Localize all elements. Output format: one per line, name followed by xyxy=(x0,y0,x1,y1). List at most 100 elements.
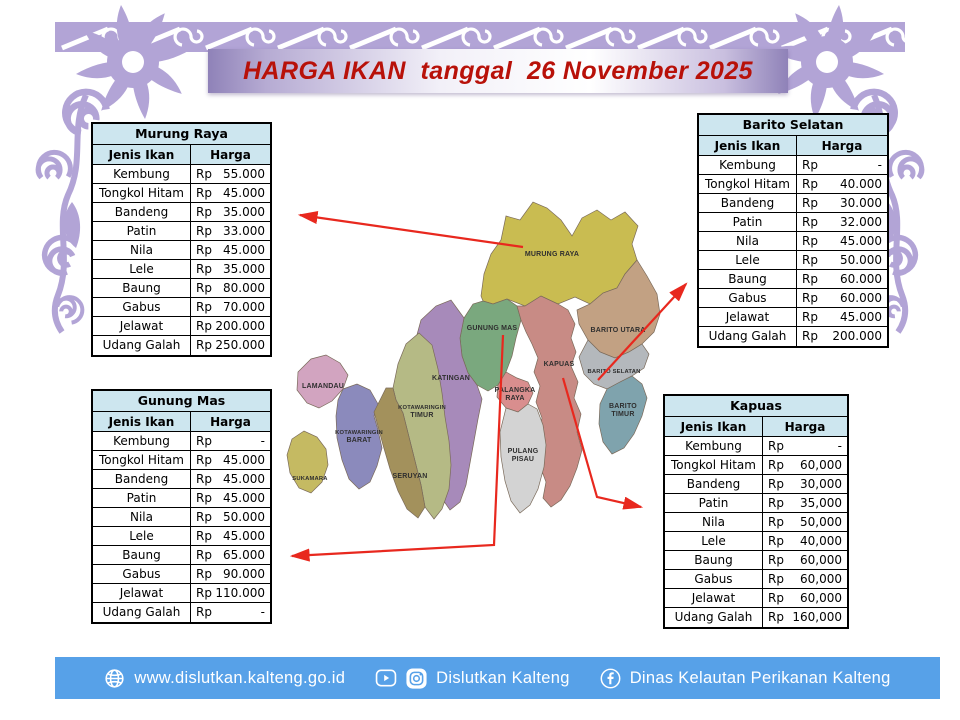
table-row: Baung Rp 60.000 xyxy=(699,270,887,289)
price-amount: 40.000 xyxy=(840,177,882,191)
region-label: BARITO UTARA xyxy=(590,327,645,334)
region-label: PULANG xyxy=(508,448,539,455)
fish-price: Rp 45.000 xyxy=(797,232,887,250)
table-row: Lele Rp 35.000 xyxy=(93,260,270,279)
fish-name: Gabus xyxy=(665,570,763,588)
price-amount: 110.000 xyxy=(215,586,265,600)
fish-name: Tongkol Hitam xyxy=(93,184,191,202)
kalteng-map: MURUNG RAYA GUNUNG MAS BARITO UTARA KAPU… xyxy=(286,201,661,520)
region-label: BARITO SELATAN xyxy=(587,369,640,375)
youtube-icon[interactable] xyxy=(375,669,397,687)
currency-label: Rp xyxy=(196,224,212,238)
price-amount: - xyxy=(260,434,265,448)
currency-label: Rp xyxy=(768,458,784,472)
fish-price: Rp 110.000 xyxy=(191,584,270,602)
table-row: Jelawat Rp 45.000 xyxy=(699,308,887,327)
currency-label: Rp xyxy=(196,338,212,352)
currency-label: Rp xyxy=(802,291,818,305)
region-sukamara xyxy=(286,430,329,494)
price-amount: - xyxy=(877,158,882,172)
price-amount: 50,000 xyxy=(800,515,842,529)
table-row: Bandeng Rp 30.000 xyxy=(699,194,887,213)
website-group[interactable]: www.dislutkan.kalteng.go.id xyxy=(104,668,345,689)
region-label: TIMUR xyxy=(611,411,634,418)
fish-price: Rp 45.000 xyxy=(191,470,270,488)
table-row: Patin Rp 35,000 xyxy=(665,494,847,513)
price-amount: 45.000 xyxy=(223,453,265,467)
table-header: Jenis Ikan Harga xyxy=(93,145,270,165)
price-amount: 40,000 xyxy=(800,534,842,548)
fish-price: Rp 250.000 xyxy=(191,336,270,355)
fish-price: Rp 200.000 xyxy=(797,327,887,346)
currency-label: Rp xyxy=(768,610,784,624)
table-row: Kembung Rp - xyxy=(93,432,270,451)
fish-name: Tongkol Hitam xyxy=(665,456,763,474)
table-row: Jelawat Rp 60,000 xyxy=(665,589,847,608)
globe-icon xyxy=(104,668,125,689)
fish-price: Rp 50.000 xyxy=(191,508,270,526)
column-header-price: Harga xyxy=(210,415,251,429)
table-row: Bandeng Rp 35.000 xyxy=(93,203,270,222)
social-handle[interactable]: Dislutkan Kalteng xyxy=(436,668,570,687)
fish-name: Patin xyxy=(699,213,797,231)
currency-label: Rp xyxy=(196,529,212,543)
fish-price: Rp 60.000 xyxy=(797,270,887,288)
price-amount: 50.000 xyxy=(223,510,265,524)
fish-name: Udang Galah xyxy=(699,327,797,346)
currency-label: Rp xyxy=(196,453,212,467)
price-amount: 60.000 xyxy=(840,272,882,286)
region-label: SUKAMARA xyxy=(292,476,328,482)
currency-label: Rp xyxy=(196,243,212,257)
fish-price: Rp 60,000 xyxy=(763,589,847,607)
price-amount: 35.000 xyxy=(223,262,265,276)
fish-name: Tongkol Hitam xyxy=(699,175,797,193)
table-title: Gunung Mas xyxy=(93,391,270,412)
currency-label: Rp xyxy=(196,319,212,333)
currency-label: Rp xyxy=(196,281,212,295)
fish-name: Lele xyxy=(93,260,191,278)
fish-name: Jelawat xyxy=(93,317,191,335)
website-link[interactable]: www.dislutkan.kalteng.go.id xyxy=(134,668,346,687)
fish-name: Bandeng xyxy=(93,470,191,488)
table-row: Udang Galah Rp 250.000 xyxy=(93,336,270,355)
fish-name: Patin xyxy=(665,494,763,512)
table-row: Gabus Rp 60.000 xyxy=(699,289,887,308)
instagram-icon[interactable] xyxy=(406,667,427,689)
currency-label: Rp xyxy=(768,496,784,510)
social-group[interactable]: Dislutkan Kalteng xyxy=(375,667,570,689)
fish-name: Udang Galah xyxy=(665,608,763,627)
price-amount: 45.000 xyxy=(223,491,265,505)
fish-name: Baung xyxy=(93,279,191,297)
fish-name: Patin xyxy=(93,489,191,507)
table-row: Lele Rp 40,000 xyxy=(665,532,847,551)
currency-label: Rp xyxy=(196,491,212,505)
table-title: Barito Selatan xyxy=(699,115,887,136)
region-label: KATINGAN xyxy=(432,375,470,382)
page-title: HARGA IKAN tanggal 26 November 2025 xyxy=(243,56,753,85)
price-table-kapuas: Kapuas Jenis Ikan Harga Kembung Rp - Tongko… xyxy=(663,394,849,629)
facebook-group[interactable]: Dinas Kelautan Perikanan Kalteng xyxy=(600,668,891,689)
table-row: Udang Galah Rp 200.000 xyxy=(699,327,887,346)
fish-price: Rp 60,000 xyxy=(763,570,847,588)
price-amount: 50.000 xyxy=(840,253,882,267)
fish-price: Rp 45.000 xyxy=(191,527,270,545)
price-amount: 200.000 xyxy=(215,319,265,333)
region-label: PISAU xyxy=(512,456,534,463)
fish-price: Rp - xyxy=(191,603,270,622)
facebook-icon[interactable] xyxy=(600,668,621,689)
price-amount: 80.000 xyxy=(223,281,265,295)
table-row: Patin Rp 45.000 xyxy=(93,489,270,508)
price-amount: 45.000 xyxy=(840,234,882,248)
price-amount: 200.000 xyxy=(832,329,882,343)
currency-label: Rp xyxy=(802,310,818,324)
fish-price: Rp 40,000 xyxy=(763,532,847,550)
fish-name: Baung xyxy=(665,551,763,569)
fish-price: Rp 50,000 xyxy=(763,513,847,531)
fish-price: Rp 50.000 xyxy=(797,251,887,269)
price-amount: - xyxy=(260,605,265,619)
facebook-page[interactable]: Dinas Kelautan Perikanan Kalteng xyxy=(629,668,891,687)
price-amount: 55.000 xyxy=(223,167,265,181)
table-row: Baung Rp 65.000 xyxy=(93,546,270,565)
table-row: Gabus Rp 70.000 xyxy=(93,298,270,317)
column-header-price: Harga xyxy=(210,148,251,162)
